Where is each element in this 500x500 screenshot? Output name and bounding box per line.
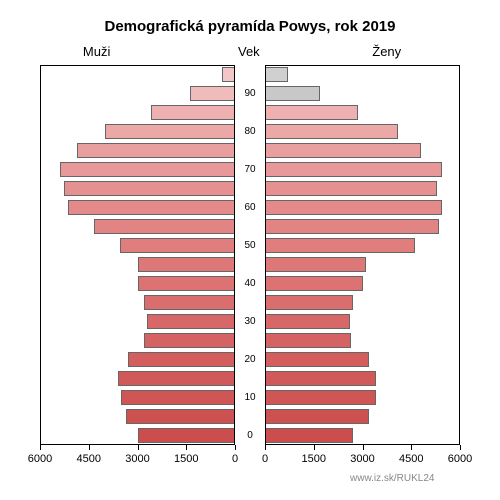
x-tick: [460, 445, 461, 450]
x-tick: [363, 445, 364, 450]
x-axis-label: 3000: [343, 453, 383, 465]
x-axis-label: 4500: [69, 453, 109, 465]
x-axis-label: 6000: [440, 453, 480, 465]
x-tick: [265, 445, 266, 450]
x-axis-label: 1500: [166, 453, 206, 465]
x-tick: [235, 445, 236, 450]
x-axis-label: 0: [245, 453, 285, 465]
y-axis-label: 20: [235, 354, 265, 365]
y-axis-label: 60: [235, 202, 265, 213]
y-axis-label: 0: [235, 430, 265, 441]
y-axis-label: 70: [235, 164, 265, 175]
y-axis-label: 10: [235, 392, 265, 403]
y-axis-label: 80: [235, 126, 265, 137]
x-tick: [411, 445, 412, 450]
x-axis-label: 4500: [391, 453, 431, 465]
x-tick: [186, 445, 187, 450]
right-axis-box: [265, 65, 460, 445]
y-axis-label: 30: [235, 316, 265, 327]
y-axis-label: 90: [235, 88, 265, 99]
left-axis-box: [40, 65, 235, 445]
x-axis-label: 6000: [20, 453, 60, 465]
x-tick: [138, 445, 139, 450]
watermark: www.iz.sk/RUKL24: [350, 473, 434, 484]
x-tick: [89, 445, 90, 450]
x-axis-label: 1500: [294, 453, 334, 465]
y-axis-label: 40: [235, 278, 265, 289]
pyramid-chart: 0102030405060708090600045003000150000150…: [0, 0, 500, 500]
x-axis-label: 3000: [118, 453, 158, 465]
y-axis-label: 50: [235, 240, 265, 251]
x-tick: [314, 445, 315, 450]
x-tick: [40, 445, 41, 450]
